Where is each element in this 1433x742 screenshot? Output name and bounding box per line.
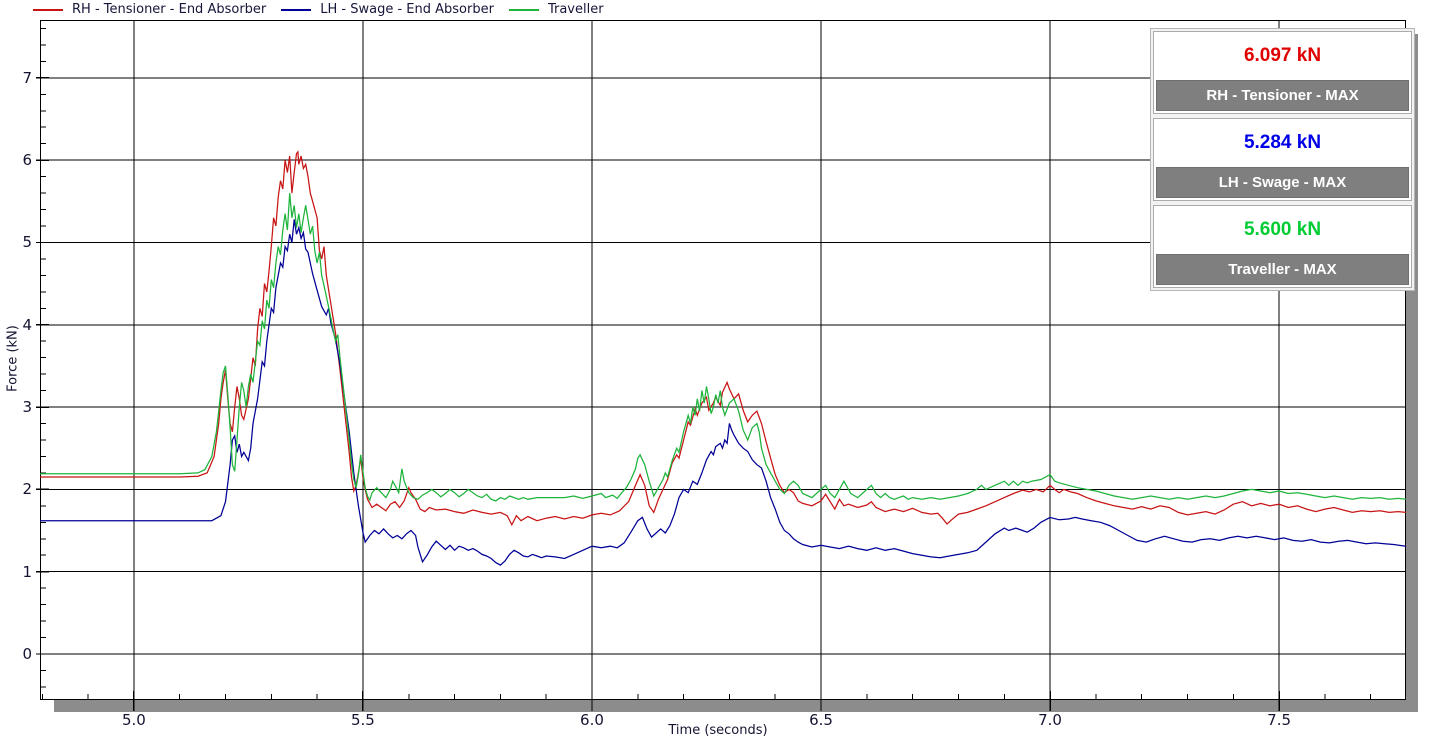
y-tick-label: 5 [22, 233, 32, 252]
y-tick-label: 6 [22, 151, 32, 170]
green-line-sample-icon [508, 8, 539, 11]
y-tick-label: 1 [22, 562, 32, 581]
max-card-rh-tensioner[interactable]: 6.097 kN RH - Tensioner - MAX [1153, 31, 1412, 114]
x-tick-label: 6.5 [809, 711, 833, 729]
y-tick-label: 3 [22, 398, 32, 417]
legend-label: LH - Swage - End Absorber [320, 2, 494, 17]
series-legend: RH - Tensioner - End Absorber LH - Swage… [33, 0, 619, 19]
max-readout-panel[interactable]: 6.097 kN RH - Tensioner - MAX 5.284 kN L… [1150, 28, 1415, 291]
max-value-rh-tensioner: 6.097 kN [1243, 45, 1322, 66]
blue-line-sample-icon [281, 8, 312, 11]
x-axis-title: Time (seconds) [668, 723, 768, 738]
x-tick-label: 7.5 [1267, 711, 1292, 729]
max-value-traveller: 5.600 kN [1243, 219, 1322, 240]
legend-label: Traveller [547, 2, 604, 17]
legend-item-lh-swage: LH - Swage - End Absorber [281, 2, 494, 17]
y-tick-label: 0 [22, 644, 32, 663]
x-tick-label: 5.0 [121, 711, 146, 729]
legend-item-traveller: Traveller [508, 2, 604, 17]
max-card-lh-swage[interactable]: 5.284 kN LH - Swage - MAX [1153, 118, 1412, 201]
y-tick-label: 7 [22, 68, 32, 87]
max-card-traveller[interactable]: 5.600 kN Traveller - MAX [1153, 205, 1412, 288]
legend-label: RH - Tensioner - End Absorber [72, 2, 267, 17]
x-tick-label: 7.0 [1038, 711, 1062, 729]
max-label-rh-tensioner: RH - Tensioner - MAX [1156, 80, 1409, 111]
x-tick-label: 6.0 [580, 711, 604, 729]
x-tick-label: 5.5 [351, 711, 375, 729]
max-value-lh-swage: 5.284 kN [1243, 132, 1322, 153]
y-tick-label: 4 [22, 315, 32, 334]
y-tick-label: 2 [22, 480, 32, 499]
red-line-sample-icon [33, 8, 63, 11]
max-label-traveller: Traveller - MAX [1156, 254, 1409, 285]
max-label-lh-swage: LH - Swage - MAX [1156, 167, 1409, 198]
legend-item-rh-tensioner: RH - Tensioner - End Absorber [33, 2, 266, 17]
